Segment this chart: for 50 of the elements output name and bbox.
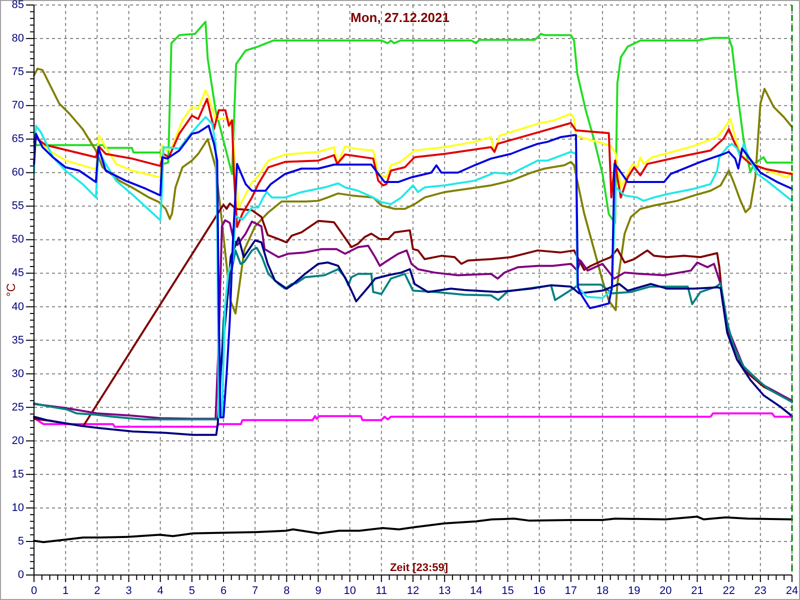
x-tick-label: 11 <box>376 585 388 597</box>
x-tick-label: 8 <box>284 585 290 597</box>
x-tick-label: 17 <box>564 585 578 597</box>
chart-title: Mon, 27.12.2021 <box>350 10 450 24</box>
y-tick-label: 80 <box>12 32 24 45</box>
x-tick-label: 12 <box>406 585 420 597</box>
y-tick-label: 5 <box>18 535 24 548</box>
y-tick-label: 85 <box>12 0 24 11</box>
x-tick-label: 0 <box>30 585 38 597</box>
x-tick-label: 21 <box>691 585 704 597</box>
x-tick-label: 5 <box>188 585 195 597</box>
x-tick-label: 23 <box>754 585 767 597</box>
x-tick-label: 19 <box>628 585 640 597</box>
x-axis-title: Zeit [23:59] <box>390 562 448 574</box>
x-tick-label: 1 <box>62 585 69 597</box>
y-tick-label: 60 <box>12 166 24 179</box>
x-tick-label: 16 <box>533 585 546 597</box>
x-tick-label: 14 <box>470 585 482 597</box>
y-tick-label: 10 <box>12 502 24 514</box>
x-tick-label: 7 <box>252 585 258 597</box>
y-tick-label: 35 <box>12 334 24 346</box>
y-tick-label: 65 <box>12 133 24 146</box>
y-axis-title: °C <box>4 282 18 297</box>
x-tick-label: 24 <box>786 585 798 597</box>
y-tick-label: 70 <box>12 100 24 112</box>
x-tick-label: 3 <box>126 585 132 597</box>
y-tick-label: 55 <box>12 200 24 212</box>
y-tick-label: 25 <box>12 401 24 414</box>
x-tick-label: 15 <box>502 585 514 597</box>
y-tick-label: 30 <box>12 368 24 380</box>
line-series <box>33 89 793 209</box>
y-tick-label: 0 <box>18 569 24 581</box>
y-tick-label: 20 <box>12 434 24 447</box>
x-tick-label: 9 <box>315 585 322 597</box>
x-tick-label: 13 <box>438 585 451 597</box>
x-tick-label: 20 <box>660 585 672 597</box>
y-tick-label: 75 <box>12 66 24 78</box>
x-tick-label: 22 <box>722 585 735 597</box>
x-tick-label: 10 <box>344 585 356 597</box>
x-tick-label: 18 <box>596 585 609 597</box>
y-tick-label: 45 <box>12 267 24 280</box>
x-tick-label: 2 <box>94 585 100 597</box>
y-tick-label: 15 <box>12 468 24 480</box>
line-series <box>33 98 793 228</box>
line-series <box>33 412 793 428</box>
x-tick-label: 6 <box>220 585 227 597</box>
y-tick-label: 40 <box>12 300 24 313</box>
x-tick-label: 4 <box>157 585 164 597</box>
line-series <box>33 68 793 314</box>
y-tick-label: 50 <box>12 234 24 246</box>
